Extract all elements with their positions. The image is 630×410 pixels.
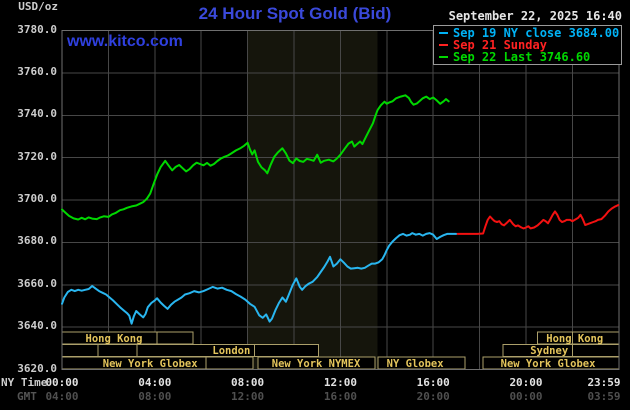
x-tick-label-ny: 04:00 xyxy=(138,376,172,389)
y-tick-label: 3620.0 xyxy=(17,361,57,375)
y-tick-label: 3740.0 xyxy=(17,107,57,121)
session-label: New York Globex xyxy=(102,357,198,370)
legend-swatch-sep22-icon xyxy=(439,56,448,58)
session-label: Sydney xyxy=(530,345,569,357)
session-label: London xyxy=(212,345,251,357)
session-label: New York NYMEX xyxy=(271,357,361,370)
x-axis-gmt-label: GMT xyxy=(17,390,37,403)
chart-title: 24 Hour Spot Gold (Bid) xyxy=(198,4,392,23)
y-tick-label: 3720.0 xyxy=(17,149,57,163)
x-tick-label-gmt: 12:00 xyxy=(231,390,265,403)
legend-label-sep21: Sep 21 Sunday xyxy=(453,38,547,52)
legend-label-sep19: Sep 19 NY close 3684.00 xyxy=(453,26,620,40)
x-axis-ny-time-label: NY Time xyxy=(1,376,48,389)
y-tick-label: 3700.0 xyxy=(17,192,57,205)
x-tick-label-ny: 20:00 xyxy=(509,376,543,389)
x-tick-label-ny: 00:00 xyxy=(45,376,79,389)
legend-swatch-sep21-icon xyxy=(439,44,448,46)
x-tick-label-ny: 23:59 xyxy=(587,376,621,389)
x-tick-label-ny: 16:00 xyxy=(416,376,450,389)
y-tick-label: 3780.0 xyxy=(17,22,57,36)
legend-box: Sep 19 NY close 3684.00 Sep 21 Sunday Se… xyxy=(433,25,622,65)
series-line-1 xyxy=(456,204,620,235)
x-tick-label-gmt: 08:00 xyxy=(138,390,172,403)
x-tick-label-gmt: 04:00 xyxy=(45,390,79,403)
legend-item-sep19: Sep 19 NY close 3684.00 xyxy=(439,26,621,40)
y-tick-label: 3680.0 xyxy=(17,234,57,248)
x-tick-label-gmt: 00:00 xyxy=(509,390,543,403)
y-tick-label: 3660.0 xyxy=(17,276,57,290)
session-label: NY Globex xyxy=(386,357,444,370)
chart-datetime: September 22, 2025 16:40 xyxy=(448,9,622,23)
session-label: New York Globex xyxy=(500,357,596,370)
legend-label-sep22: Sep 22 Last 3746.60 xyxy=(453,50,591,64)
y-axis-unit-label: USD/oz xyxy=(18,0,58,13)
x-tick-label-gmt: 20:00 xyxy=(416,390,450,403)
y-tick-label: 3760.0 xyxy=(17,64,57,78)
series-line-0 xyxy=(61,232,458,325)
legend-swatch-sep19-icon xyxy=(439,32,448,34)
series-line-2 xyxy=(61,94,450,221)
x-tick-label-ny: 08:00 xyxy=(231,376,265,389)
session-label: Hong Kong xyxy=(546,332,604,345)
x-tick-label-ny: 12:00 xyxy=(323,376,357,389)
x-tick-label-gmt: 16:00 xyxy=(323,390,357,403)
plot-border xyxy=(61,30,620,370)
session-label: Hong Kong xyxy=(85,332,143,345)
legend-item-sep21: Sep 21 Sunday xyxy=(439,38,621,52)
legend-item-sep22: Sep 22 Last 3746.60 xyxy=(439,50,621,64)
kitco-watermark-link[interactable]: www.kitco.com xyxy=(67,33,183,50)
x-tick-label-gmt: 03:59 xyxy=(587,390,621,403)
y-tick-label: 3640.0 xyxy=(17,319,57,333)
